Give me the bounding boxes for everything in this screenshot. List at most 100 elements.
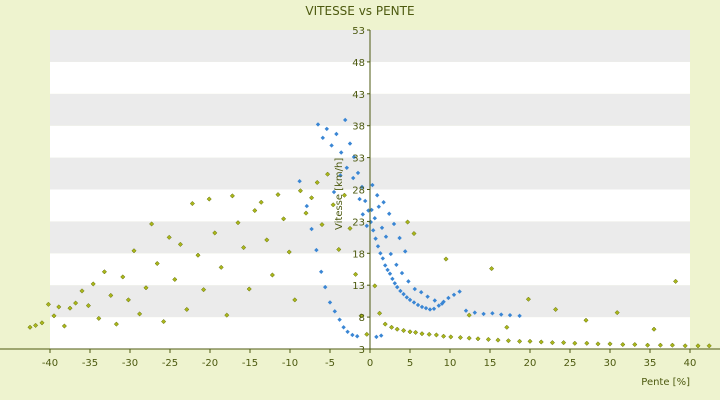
data-point <box>507 312 513 318</box>
data-point <box>427 307 433 312</box>
data-point <box>323 284 328 290</box>
data-point <box>431 306 437 312</box>
data-point <box>364 331 370 337</box>
data-point <box>407 329 413 335</box>
x-tick-label: -35 <box>82 358 98 369</box>
data-point <box>360 212 365 217</box>
data-point <box>45 301 51 307</box>
data-point <box>375 244 381 249</box>
data-point <box>572 340 578 346</box>
data-point <box>325 171 331 177</box>
data-point <box>350 332 355 338</box>
data-point <box>143 285 149 291</box>
data-point <box>345 329 350 334</box>
x-tick-label: 25 <box>564 358 577 369</box>
data-point <box>394 262 399 267</box>
data-point <box>258 199 264 205</box>
data-point <box>561 340 567 346</box>
data-point <box>85 303 91 309</box>
data-point <box>383 263 388 268</box>
data-point <box>39 320 45 326</box>
y-tick-label: 48 <box>352 58 365 69</box>
data-point <box>347 141 353 146</box>
data-point <box>463 308 469 313</box>
data-point <box>411 230 417 237</box>
data-point <box>401 327 407 334</box>
chart-title: VITESSE vs PENTE <box>305 4 414 18</box>
data-point <box>443 256 449 262</box>
data-point <box>495 337 501 343</box>
data-point <box>403 249 408 254</box>
x-axis-label: Pente [%] <box>641 377 690 388</box>
data-point <box>405 219 411 225</box>
data-point <box>382 321 388 327</box>
data-point <box>389 324 395 330</box>
data-point <box>297 188 303 194</box>
data-point <box>314 247 319 253</box>
data-point <box>309 195 315 201</box>
data-point <box>27 324 33 330</box>
data-point <box>355 334 360 339</box>
data-point <box>395 284 400 290</box>
data-point <box>252 208 258 214</box>
data-point <box>466 335 472 341</box>
data-point <box>212 230 218 236</box>
data-point <box>415 302 421 308</box>
data-point <box>61 323 67 329</box>
data-point <box>286 249 292 255</box>
data-point <box>407 297 413 303</box>
data-point <box>490 311 495 316</box>
data-point <box>549 340 555 346</box>
data-point <box>525 296 531 302</box>
data-point <box>137 311 143 317</box>
data-point <box>131 248 137 254</box>
data-point <box>583 317 589 323</box>
y-axis-label: Vitesse [km/h] <box>334 158 345 230</box>
data-point <box>149 221 155 227</box>
data-point <box>195 252 201 258</box>
data-point <box>446 295 451 301</box>
data-point <box>504 324 510 330</box>
data-point <box>505 338 511 344</box>
data-point <box>695 343 701 349</box>
data-point <box>206 196 212 202</box>
data-point <box>595 341 601 347</box>
data-point <box>113 321 119 327</box>
data-point <box>297 179 302 184</box>
data-point <box>73 300 79 306</box>
data-point <box>336 246 342 253</box>
data-point <box>404 295 409 300</box>
y-tick-label: 3 <box>359 345 365 356</box>
data-point <box>620 341 626 348</box>
data-point <box>390 276 395 282</box>
data-point <box>363 198 368 204</box>
data-point <box>264 237 270 243</box>
data-point <box>332 309 337 314</box>
data-point <box>161 319 167 325</box>
data-point <box>419 304 425 310</box>
data-point <box>411 300 417 305</box>
data-point <box>224 312 230 318</box>
data-point <box>351 154 357 160</box>
data-point <box>108 292 114 298</box>
data-point <box>466 312 472 318</box>
data-point <box>651 326 657 332</box>
data-point <box>303 210 309 216</box>
data-point <box>378 251 383 256</box>
data-point <box>387 211 392 216</box>
data-point <box>56 304 62 310</box>
data-point <box>241 245 247 251</box>
data-point <box>319 269 324 275</box>
data-point <box>51 313 57 319</box>
x-tick-label: -5 <box>325 358 335 369</box>
data-point <box>433 332 439 338</box>
tick-labels: -40 -35 -30 -25 -20 -15 -10 -5 0 5 10 15 20 25 30 35 40 3… <box>42 26 697 369</box>
data-point <box>448 334 454 340</box>
data-point <box>371 228 376 233</box>
data-point <box>358 313 364 319</box>
data-point <box>315 122 321 127</box>
data-point <box>154 260 160 267</box>
x-tick-label: 40 <box>684 358 697 369</box>
data-point <box>341 325 346 330</box>
